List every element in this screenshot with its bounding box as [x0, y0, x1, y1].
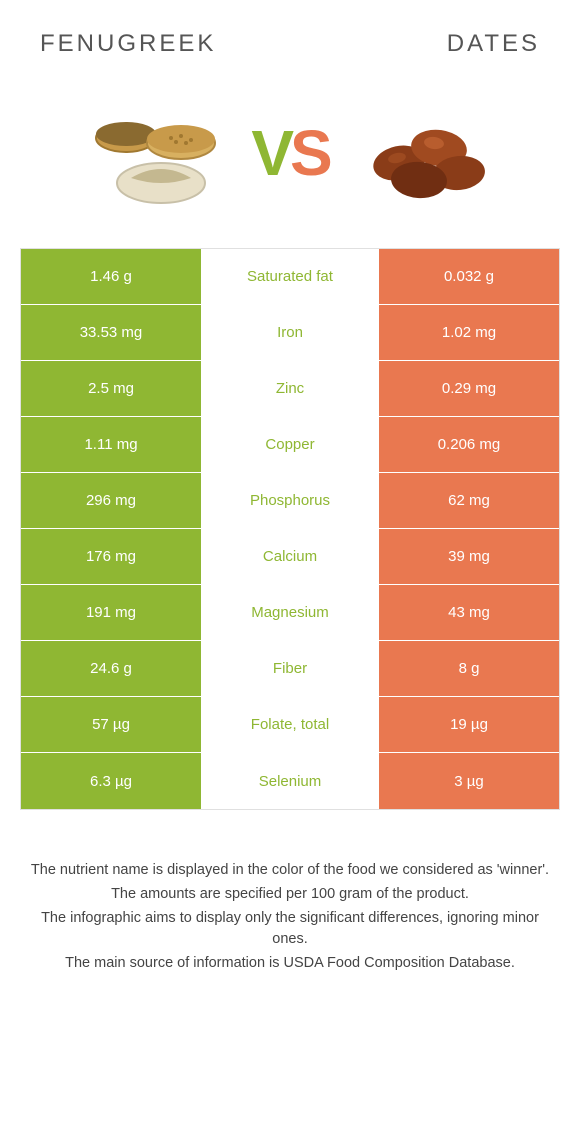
food-right-title: Dates — [290, 30, 540, 58]
value-right: 39 mg — [379, 529, 559, 584]
nutrient-name: Phosphorus — [201, 473, 379, 528]
value-left: 2.5 mg — [21, 361, 201, 416]
value-right: 0.032 g — [379, 249, 559, 304]
table-row: 33.53 mgIron1.02 mg — [21, 305, 559, 361]
value-left: 24.6 g — [21, 641, 201, 696]
nutrient-name: Folate, total — [201, 697, 379, 752]
value-right: 19 µg — [379, 697, 559, 752]
value-left: 33.53 mg — [21, 305, 201, 360]
table-row: 191 mgMagnesium43 mg — [21, 585, 559, 641]
value-left: 1.11 mg — [21, 417, 201, 472]
value-right: 62 mg — [379, 473, 559, 528]
value-left: 57 µg — [21, 697, 201, 752]
value-left: 296 mg — [21, 473, 201, 528]
footnote-line: The main source of information is USDA F… — [30, 953, 550, 975]
nutrient-table: 1.46 gSaturated fat0.032 g33.53 mgIron1.… — [20, 248, 560, 810]
footnote-line: The amounts are specified per 100 gram o… — [30, 884, 550, 906]
nutrient-name: Selenium — [201, 753, 379, 809]
nutrient-name: Fiber — [201, 641, 379, 696]
value-right: 1.02 mg — [379, 305, 559, 360]
food-left-image — [71, 88, 241, 218]
nutrient-name: Saturated fat — [201, 249, 379, 304]
table-row: 6.3 µgSelenium3 µg — [21, 753, 559, 809]
food-right-image — [339, 88, 509, 218]
nutrient-name: Calcium — [201, 529, 379, 584]
value-left: 1.46 g — [21, 249, 201, 304]
vs-v: V — [251, 117, 290, 189]
vs-s: S — [290, 117, 329, 189]
value-left: 191 mg — [21, 585, 201, 640]
nutrient-name: Zinc — [201, 361, 379, 416]
footnote-line: The infographic aims to display only the… — [30, 908, 550, 952]
table-row: 1.11 mgCopper0.206 mg — [21, 417, 559, 473]
footnotes: The nutrient name is displayed in the co… — [0, 810, 580, 997]
table-row: 57 µgFolate, total19 µg — [21, 697, 559, 753]
value-right: 0.206 mg — [379, 417, 559, 472]
nutrient-name: Iron — [201, 305, 379, 360]
table-row: 2.5 mgZinc0.29 mg — [21, 361, 559, 417]
table-row: 176 mgCalcium39 mg — [21, 529, 559, 585]
value-right: 0.29 mg — [379, 361, 559, 416]
value-right: 3 µg — [379, 753, 559, 809]
food-left-title: Fenugreek — [40, 30, 290, 58]
table-row: 296 mgPhosphorus62 mg — [21, 473, 559, 529]
nutrient-name: Copper — [201, 417, 379, 472]
value-right: 8 g — [379, 641, 559, 696]
table-row: 24.6 gFiber8 g — [21, 641, 559, 697]
vs-label: VS — [251, 121, 328, 185]
table-row: 1.46 gSaturated fat0.032 g — [21, 249, 559, 305]
nutrient-name: Magnesium — [201, 585, 379, 640]
value-left: 176 mg — [21, 529, 201, 584]
footnote-line: The nutrient name is displayed in the co… — [30, 860, 550, 882]
vs-row: VS — [0, 68, 580, 248]
value-left: 6.3 µg — [21, 753, 201, 809]
value-right: 43 mg — [379, 585, 559, 640]
